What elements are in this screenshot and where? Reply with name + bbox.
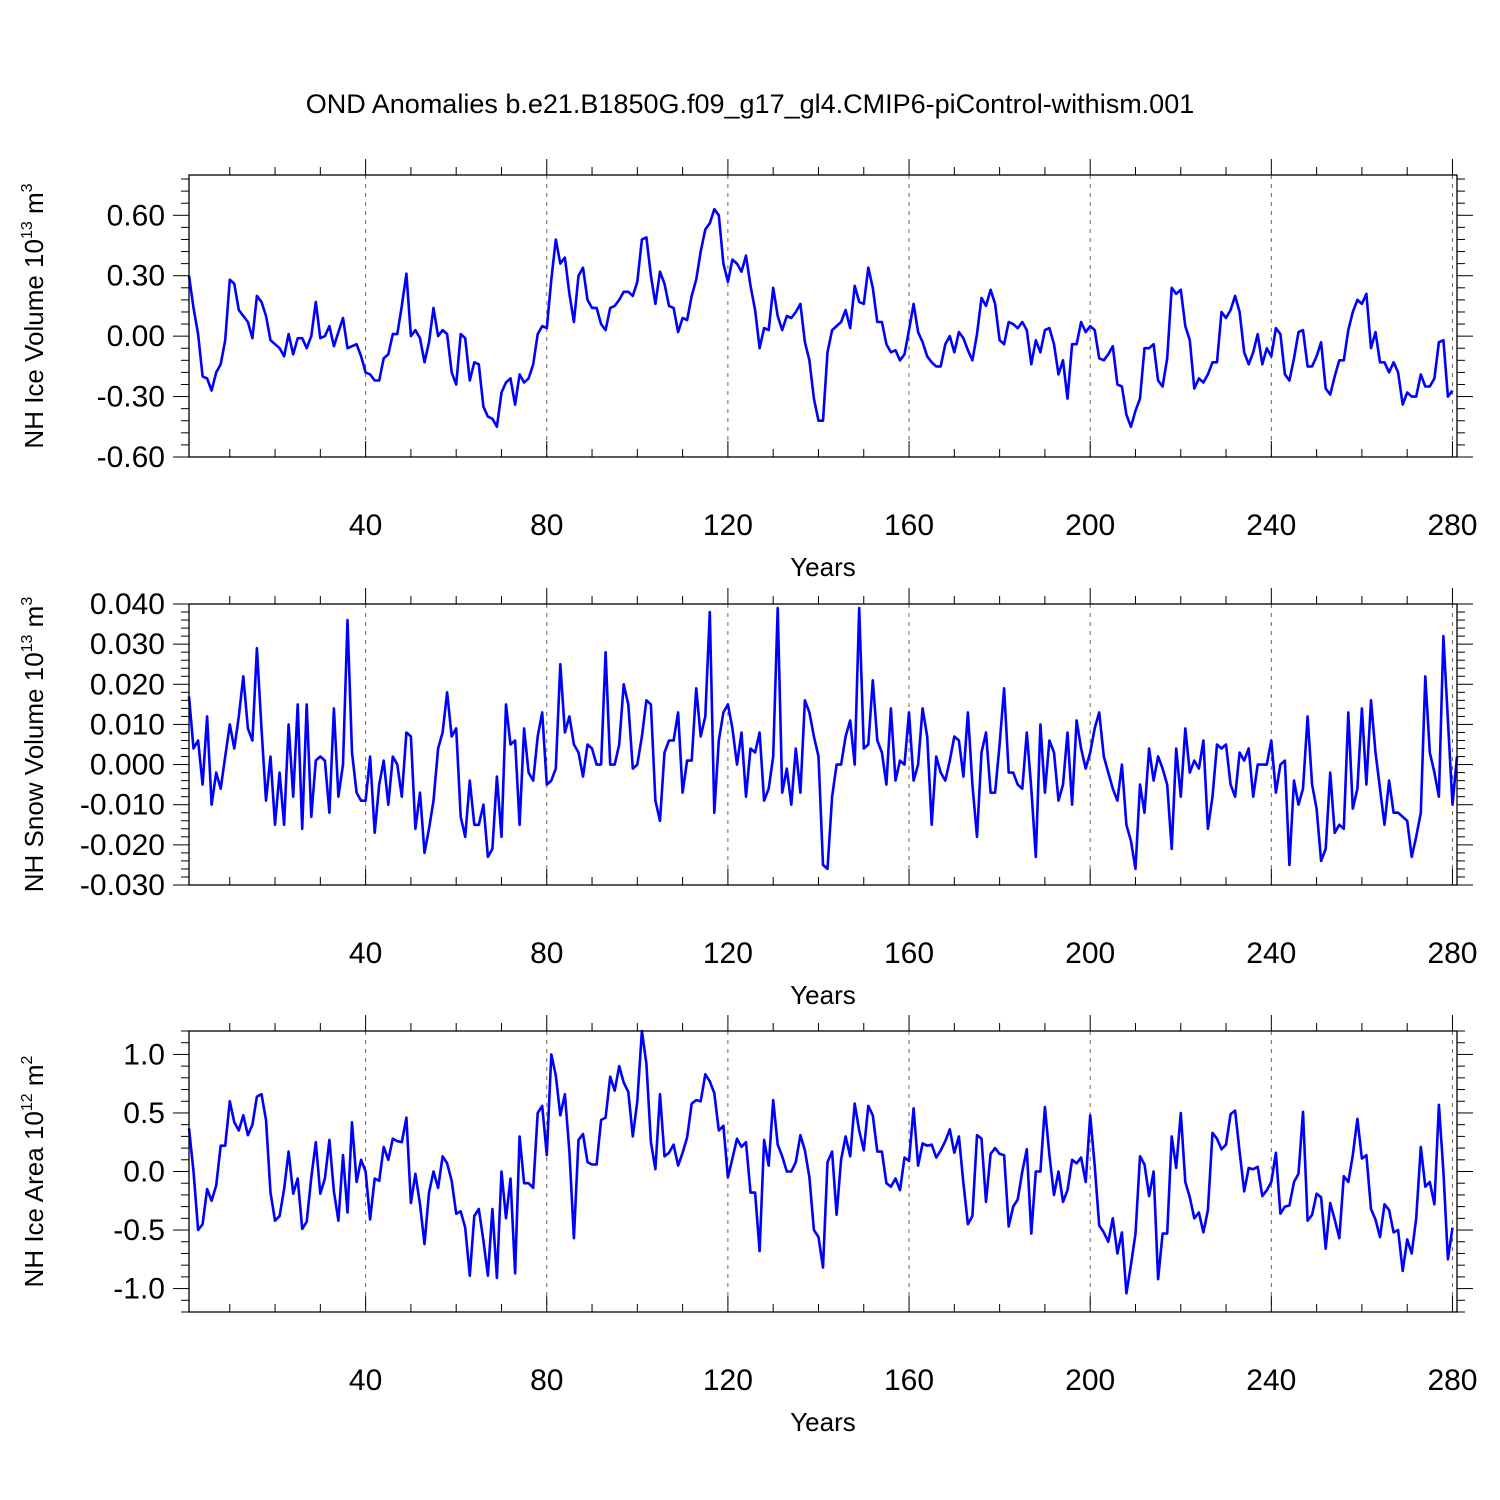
series-line: [187, 606, 1459, 871]
series-line: [187, 1029, 1454, 1295]
y-tick-label: -1.0: [113, 1273, 165, 1306]
x-tick-label: 200: [1065, 509, 1115, 542]
x-axis-label: Years: [790, 980, 856, 1010]
y-axis-label: NH Ice Volume 1013 m3: [19, 183, 49, 448]
x-tick-label: 40: [349, 509, 382, 542]
y-tick-label: -0.30: [97, 381, 165, 414]
panel-2: -0.030 -0.020 -0.010 0.000 0.010 0.020 0.030 0.…: [19, 588, 1478, 1010]
x-tick-label: 240: [1246, 509, 1296, 542]
y-tick-label: 0.020: [90, 668, 165, 701]
x-tick-label: 120: [703, 509, 753, 542]
figure-title: OND Anomalies b.e21.B1850G.f09_g17_gl4.C…: [306, 89, 1194, 119]
x-tick-label: 160: [884, 937, 934, 970]
x-tick-label: 200: [1065, 1364, 1115, 1397]
x-tick-label: 40: [349, 1364, 382, 1397]
x-tick-label: 280: [1427, 1364, 1477, 1397]
y-tick-label: 0.60: [107, 199, 165, 232]
y-tick-label: 1.0: [123, 1038, 165, 1071]
y-tick-label: 0.040: [90, 588, 165, 621]
y-tick-label: 0.30: [107, 260, 165, 293]
y-tick-label: 0.0: [123, 1156, 165, 1189]
y-tick-label: 0.030: [90, 628, 165, 661]
y-tick-label: 0.00: [107, 320, 165, 353]
x-tick-label: 120: [703, 1364, 753, 1397]
y-axis-label: NH Snow Volume 1013 m3: [19, 597, 49, 893]
y-tick-label: -0.60: [97, 441, 165, 474]
y-tick-label: 0.000: [90, 749, 165, 782]
panels: -0.60 -0.30 0.00 0.30 0.60 40 80 120 160 200 240 28…: [19, 159, 1478, 1437]
x-tick-label: 120: [703, 937, 753, 970]
x-tick-label: 280: [1427, 509, 1477, 542]
x-tick-label: 240: [1246, 937, 1296, 970]
x-axis-label: Years: [790, 1407, 856, 1437]
x-axis-label: Years: [790, 552, 856, 582]
x-tick-label: 80: [530, 509, 563, 542]
x-tick-label: 160: [884, 1364, 934, 1397]
x-tick-label: 40: [349, 937, 382, 970]
x-tick-label: 80: [530, 937, 563, 970]
plot-frame: [188, 174, 1458, 458]
y-tick-label: 0.010: [90, 708, 165, 741]
x-tick-label: 200: [1065, 937, 1115, 970]
y-tick-label: -0.5: [113, 1214, 165, 1247]
plot-frame: [188, 1030, 1458, 1313]
plot-frame: [188, 603, 1458, 886]
panel-1: -0.60 -0.30 0.00 0.30 0.60 40 80 120 160 200 240 28…: [19, 159, 1478, 582]
y-tick-label: -0.020: [80, 829, 165, 862]
y-tick-label: -0.010: [80, 789, 165, 822]
x-tick-label: 280: [1427, 937, 1477, 970]
x-tick-label: 80: [530, 1364, 563, 1397]
panel-3: -1.0 -0.5 0.0 0.5 1.0 40 80 120 160 200 240 280 Year…: [19, 1015, 1478, 1437]
series-line: [187, 207, 1454, 429]
y-axis-label: NH Ice Area 1012 m2: [19, 1055, 49, 1287]
x-tick-label: 160: [884, 509, 934, 542]
y-tick-label: 0.5: [123, 1097, 165, 1130]
y-tick-label: -0.030: [80, 869, 165, 902]
x-tick-label: 240: [1246, 1364, 1296, 1397]
